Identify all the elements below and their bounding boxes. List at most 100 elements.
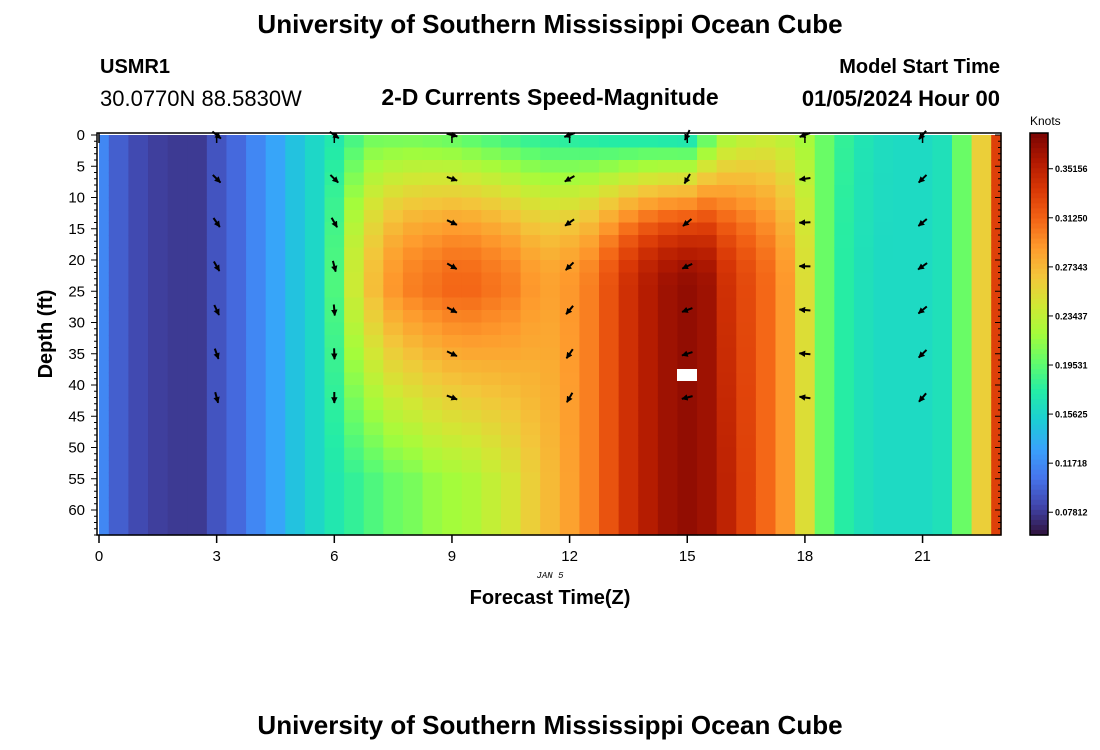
heatmap-cell (363, 210, 384, 224)
heatmap-cell (226, 235, 247, 249)
heatmap-cell (912, 497, 933, 511)
heatmap-cell (500, 160, 522, 174)
heatmap-cell (873, 435, 894, 449)
heatmap-cell (481, 360, 502, 374)
heatmap-cell (422, 497, 443, 511)
heatmap-cell (206, 485, 228, 499)
heatmap-cell (422, 410, 443, 424)
heatmap-cell (344, 222, 365, 236)
heatmap-cell (657, 222, 679, 236)
heatmap-cell (873, 372, 894, 386)
heatmap-cell (383, 260, 404, 274)
heatmap-cell (481, 397, 502, 411)
colorbar-segment (1030, 334, 1048, 340)
heatmap-cell (638, 260, 659, 274)
heatmap-cell (951, 135, 973, 149)
heatmap-cell (579, 135, 600, 149)
colorbar-frame (1029, 132, 1049, 536)
heatmap-cell (383, 247, 404, 261)
heatmap-cell (402, 472, 424, 486)
heatmap-cell (344, 510, 365, 524)
heatmap-cell (618, 372, 639, 386)
heatmap-cell (657, 485, 679, 499)
heatmap-cell (108, 460, 130, 474)
y-tick-label: 60 (68, 502, 85, 519)
heatmap-cell (638, 510, 659, 524)
heatmap-cell (402, 522, 424, 536)
heatmap-cell (99, 447, 110, 461)
heatmap-cell (108, 410, 130, 424)
heatmap-cell (638, 185, 659, 199)
heatmap-cell (540, 522, 561, 536)
heatmap-cell (324, 222, 345, 236)
heatmap-cell (402, 410, 424, 424)
heatmap-cell (755, 335, 777, 349)
heatmap-cell (206, 310, 228, 324)
colorbar-segment (1030, 318, 1048, 325)
heatmap-cell (657, 422, 679, 436)
heatmap-cell (814, 397, 835, 411)
heatmap-cell (775, 447, 796, 461)
heatmap-cell (304, 247, 326, 261)
heatmap-cell (638, 235, 659, 249)
heatmap-cell (226, 135, 247, 149)
heatmap-cell (814, 285, 835, 299)
station-coordinates: 30.0770N 88.5830W (100, 86, 302, 111)
heatmap-cell (383, 222, 404, 236)
heatmap-cell (500, 347, 522, 361)
heatmap-cell (599, 135, 620, 149)
heatmap-cell (461, 385, 482, 399)
heatmap-cell (481, 235, 502, 249)
heatmap-cell (618, 310, 639, 324)
y-tick-label: 50 (68, 440, 85, 457)
heatmap-cell (461, 185, 482, 199)
heatmap-cell (971, 497, 992, 511)
heatmap-cell (697, 410, 718, 424)
heatmap-cell (540, 497, 561, 511)
heatmap-cell (344, 197, 365, 211)
heatmap-cell (795, 310, 816, 324)
heatmap-cell (755, 385, 777, 399)
heatmap-cell (167, 272, 188, 286)
heatmap-cell (206, 247, 228, 261)
heatmap-cell (540, 485, 561, 499)
heatmap-cell (814, 222, 835, 236)
heatmap-cell (226, 222, 247, 236)
heatmap-cell (402, 435, 424, 449)
heatmap-cell (461, 222, 482, 236)
heatmap-cell (481, 297, 502, 311)
heatmap-cell (461, 447, 482, 461)
heatmap-cell (481, 422, 502, 436)
x-tick-label: 3 (212, 548, 220, 565)
heatmap-cell (814, 135, 835, 149)
heatmap-cell (912, 485, 933, 499)
heatmap-cell (559, 335, 581, 349)
heatmap-cell (167, 222, 188, 236)
heatmap-cell (206, 372, 228, 386)
heatmap-cell (657, 322, 679, 336)
heatmap-cell (500, 510, 522, 524)
heatmap-cell (912, 385, 933, 399)
heatmap-cell (775, 185, 796, 199)
heatmap-cell (500, 385, 522, 399)
heatmap-cell (500, 422, 522, 436)
heatmap-cell (618, 397, 639, 411)
heatmap-cell (148, 172, 169, 186)
heatmap-cell (402, 422, 424, 436)
colorbar-segment (1030, 414, 1048, 421)
heatmap-cell (520, 460, 541, 474)
heatmap-cell (442, 385, 463, 399)
heatmap-cell (599, 335, 620, 349)
x-tick-label: 9 (448, 548, 456, 565)
heatmap-cell (108, 322, 130, 336)
heatmap-cell (736, 247, 757, 261)
heatmap-cell (167, 235, 188, 249)
heatmap-cell (736, 485, 757, 499)
heatmap-cell (795, 247, 816, 261)
heatmap-cell (559, 360, 581, 374)
heatmap-cell (932, 185, 953, 199)
heatmap-cell (677, 435, 698, 449)
heatmap-cell (520, 347, 541, 361)
heatmap-cell (206, 447, 228, 461)
heatmap-cell (442, 435, 463, 449)
